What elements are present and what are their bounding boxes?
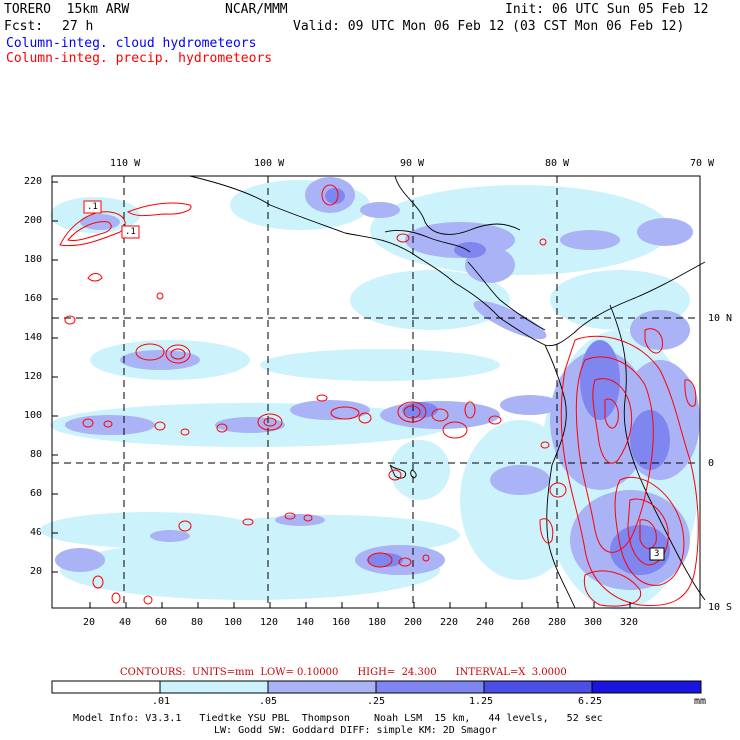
x-tick: 280 [548,617,567,628]
x-tick: 260 [512,617,531,628]
x-tick: 320 [620,617,639,628]
y-tick: 200 [24,215,43,226]
x-tick: 200 [404,617,423,628]
contour-label: 3 [654,549,660,559]
forecast-hours: 27 h [62,19,94,34]
colorbar-label: .25 [367,696,386,707]
x-tick: 300 [584,617,603,628]
lat-label-10s: 10 S [708,602,733,613]
x-tick: 40 [119,617,132,628]
colorbar-label: 6.25 [578,696,603,707]
contour-label-box [83,200,102,214]
x-tick: 240 [476,617,495,628]
contour-label: .1 [125,227,136,237]
x-tick: 20 [83,617,96,628]
y-tick: 80 [30,449,43,460]
y-tick: 220 [24,176,43,187]
lat-label-10n: 10 N [708,313,733,324]
valid-time: Valid: 09 UTC Mon 06 Feb 12 (03 CST Mon … [293,19,685,34]
y-tick: 40 [30,527,43,538]
y-tick: 60 [30,488,43,499]
x-tick: 100 [224,617,243,628]
cloud-shading [40,177,700,610]
x-tick: 160 [332,617,351,628]
contours-info: CONTOURS: UNITS=mm LOW= 0.10000 HIGH= 24… [120,667,567,678]
physics-info: LW: Godd SW: Goddard DIFF: simple KM: 2D… [214,725,497,736]
institution-label: NCAR/MMM [225,2,288,17]
colorbar-unit: mm [694,696,707,707]
y-tick: 180 [24,254,43,265]
lat-label-0: 0 [708,458,715,469]
contour-label-box [649,547,665,561]
colorbar [51,680,702,694]
coastlines [189,175,706,609]
y-tick: 160 [24,293,43,304]
lon-label-110w: 110 W [110,158,141,169]
y-tick: 140 [24,332,43,343]
colorbar-label: 1.25 [469,696,494,707]
forecast-label: Fcst: [4,19,44,34]
x-tick: 60 [155,617,168,628]
x-tick: 220 [440,617,459,628]
axis-tick-marks [52,181,631,608]
x-tick: 180 [368,617,387,628]
lon-label-90w: 90 W [400,158,425,169]
x-tick: 80 [191,617,204,628]
contour-label-box [121,225,140,239]
legend-cloud-line: Column-integ. cloud hydrometeors [6,36,257,51]
colorbar-label: .05 [259,696,278,707]
plot-frame [51,175,701,609]
legend-precip-line: Column-integ. precip. hydrometeors [6,51,273,66]
lon-label-100w: 100 W [254,158,285,169]
x-tick: 120 [260,617,279,628]
contour-label: .1 [87,202,98,212]
y-tick: 20 [30,566,43,577]
init-time: Init: 06 UTC Sun 05 Feb 12 [505,2,709,17]
x-tick: 140 [296,617,315,628]
y-tick: 100 [24,410,43,421]
lon-label-70w: 70 W [690,158,715,169]
y-tick: 120 [24,371,43,382]
graticule [52,176,700,608]
colorbar-label: .01 [152,696,171,707]
model-info: Model Info: V3.3.1 Tiedtke YSU PBL Thomp… [73,713,603,724]
model-title: TORERO 15km ARW [4,2,130,17]
lon-label-80w: 80 W [545,158,570,169]
